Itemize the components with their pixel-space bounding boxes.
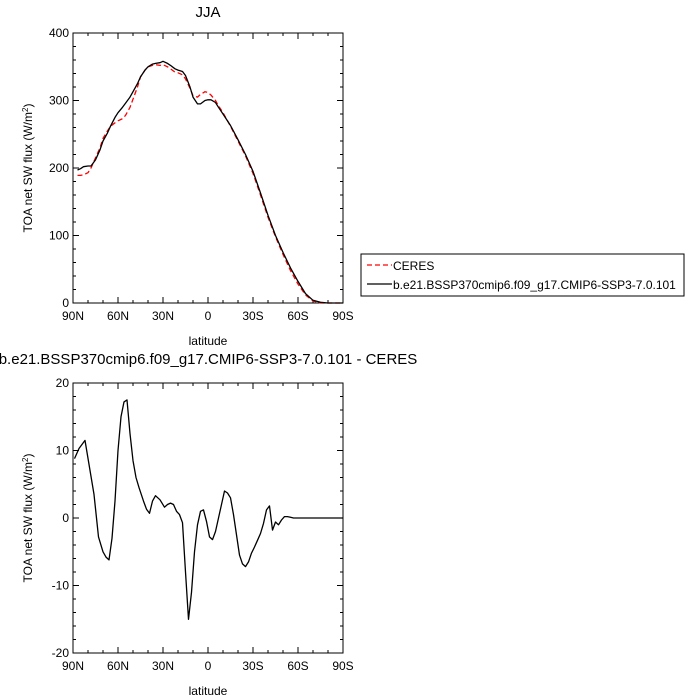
y-tick-label: -10 (52, 579, 70, 593)
y-tick-label: 0 (62, 511, 69, 525)
y-tick-label: 400 (49, 26, 69, 40)
x-tick-label: 60S (287, 659, 308, 673)
x-tick-label: 0 (205, 309, 212, 323)
x-tick-label: 60N (107, 309, 129, 323)
legend-label-model: b.e21.BSSP370cmip6.f09_g17.CMIP6-SSP3-7.… (393, 278, 676, 292)
x-tick-label: 60S (287, 309, 308, 323)
y-axis-label: TOA net SW flux (W/m2) (21, 104, 36, 233)
axis-ticks: 90N 60N 30N 0 30S 60S 90S -20 -10 0 10 20 (52, 376, 354, 673)
y-tick-label: 300 (49, 94, 69, 108)
x-tick-label: 30S (242, 309, 263, 323)
x-tick-label: 30N (152, 659, 174, 673)
legend-box (360, 253, 685, 297)
y-tick-label: 0 (62, 296, 69, 310)
legend: CERES b.e21.BSSP370cmip6.f09_g17.CMIP6-S… (360, 253, 685, 297)
x-axis-label: latitude (189, 684, 228, 698)
y-axis-label: TOA net SW flux (W/m2) (21, 454, 36, 583)
x-tick-label: 90N (62, 309, 84, 323)
legend-label-ceres: CERES (393, 259, 434, 273)
x-axis-label: latitude (189, 334, 228, 348)
x-tick-label: 30S (242, 659, 263, 673)
axis-ticks: 90N 60N 30N 0 30S 60S 90S 0 100 200 300 400 (49, 26, 354, 323)
x-tick-label: 60N (107, 659, 129, 673)
plot-frame (72, 32, 344, 304)
chart-title: JJA (195, 4, 220, 21)
y-tick-label: 20 (56, 376, 70, 390)
series-group (73, 399, 343, 620)
y-tick-label: 200 (49, 161, 69, 175)
chart-title: b.e21.BSSP370cmip6.f09_g17.CMIP6-SSP3-7.… (0, 351, 417, 368)
series-line-0 (73, 399, 343, 620)
x-tick-label: 30N (152, 309, 174, 323)
y-tick-label: 10 (56, 444, 70, 458)
y-tick-label: 100 (49, 229, 69, 243)
panel-top: JJA 90N 60N 30N 0 30S 60S 90S 0 100 200 300 400 lat… (21, 4, 685, 348)
series-line-1 (77, 60, 343, 304)
x-tick-label: 90S (332, 309, 353, 323)
x-tick-label: 90S (332, 659, 353, 673)
series-group (77, 60, 343, 304)
y-tick-label: -20 (52, 646, 70, 660)
x-tick-label: 90N (62, 659, 84, 673)
x-tick-label: 0 (205, 659, 212, 673)
panel-bottom: b.e21.BSSP370cmip6.f09_g17.CMIP6-SSP3-7.… (0, 351, 417, 698)
